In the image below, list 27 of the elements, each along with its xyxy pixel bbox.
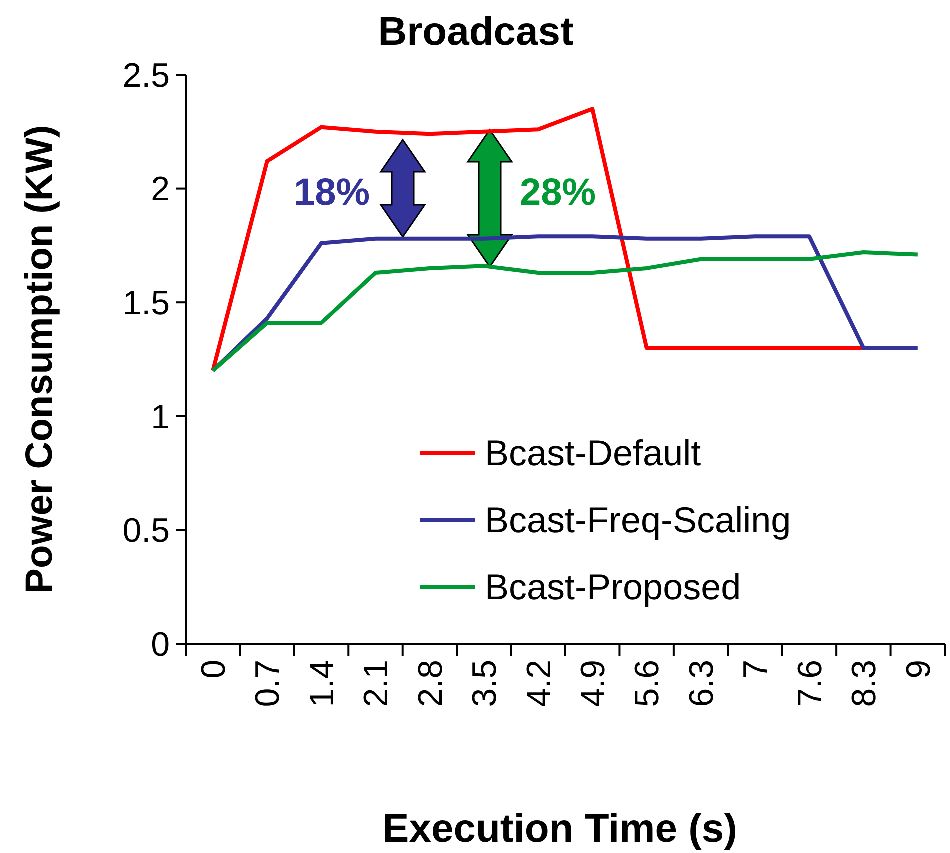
x-tick-label: 2.8	[412, 660, 450, 708]
y-tick-label: 2.5	[122, 56, 170, 95]
annotation: 28%	[520, 172, 596, 214]
y-tick-label: 1	[151, 398, 170, 436]
x-tick-label: 9	[900, 660, 938, 679]
x-axis-title: Execution Time (s)	[382, 807, 738, 851]
y-tick-label: 0.5	[122, 512, 170, 550]
x-tick-label: 0.7	[249, 660, 288, 708]
x-tick-label: 7.6	[791, 660, 830, 708]
x-tick-label: 6.3	[682, 660, 721, 708]
annotation: 18%	[294, 172, 370, 214]
y-tick-label: 2	[151, 170, 170, 209]
legend-label: Bcast-Freq-Scaling	[485, 500, 792, 541]
x-tick-label: 7	[737, 660, 776, 679]
legend-label: Bcast-Default	[485, 432, 702, 474]
chart-title: Broadcast	[378, 10, 574, 54]
x-tick-label: 4.2	[520, 660, 558, 708]
x-tick-label: 1.4	[303, 660, 342, 708]
y-axis-title: Power Consumption (KW)	[19, 125, 61, 594]
legend-label: Bcast-Proposed	[485, 566, 742, 608]
x-tick-label: 0	[195, 660, 234, 679]
x-tick-label: 3.5	[466, 660, 504, 708]
x-tick-label: 2.1	[358, 660, 396, 708]
x-tick-label: 5.6	[628, 660, 667, 708]
y-tick-label: 1.5	[122, 284, 170, 322]
x-tick-label: 8.3	[846, 660, 884, 708]
x-tick-label: 4.9	[574, 660, 613, 708]
